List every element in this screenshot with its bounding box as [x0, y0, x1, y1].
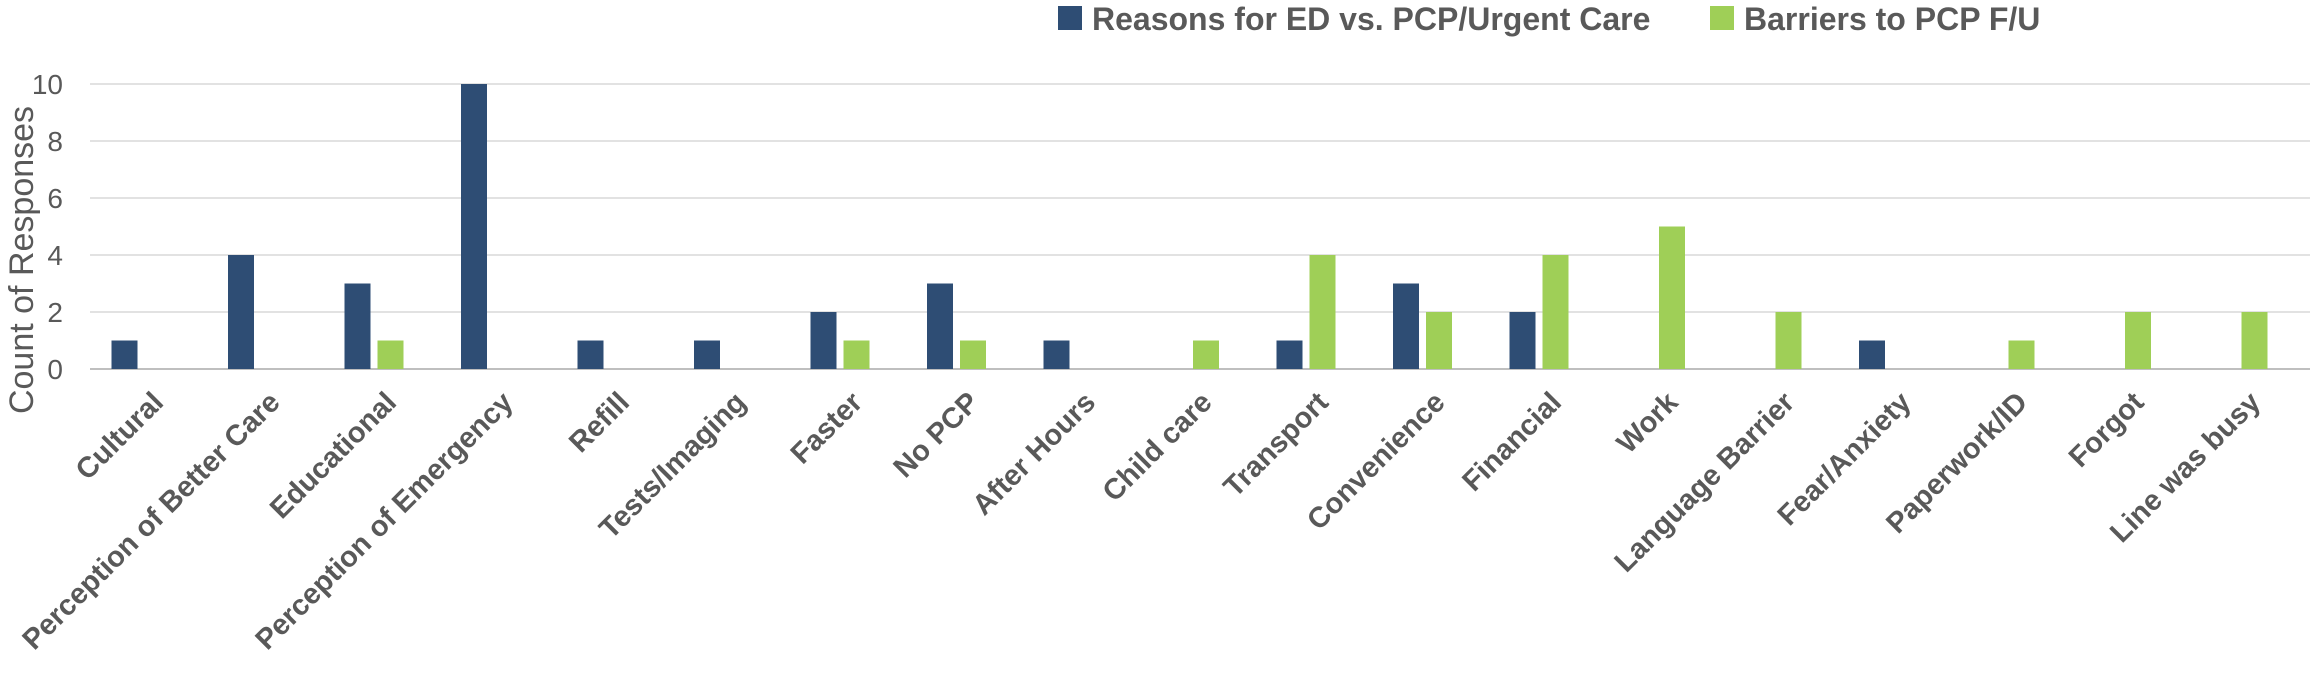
legend-swatch [1710, 6, 1734, 30]
bar [1043, 340, 1070, 369]
y-axis-title: Count of Responses [3, 106, 41, 414]
x-category-label: Forgot [2063, 386, 2151, 474]
x-category-label: No PCP [888, 386, 986, 484]
bar [1659, 226, 1685, 369]
bar [1542, 255, 1569, 369]
y-tick-label: 2 [47, 297, 63, 328]
bar [344, 283, 371, 369]
y-tick-label: 6 [47, 183, 63, 214]
bar [461, 84, 487, 369]
x-category-label: Transport [1218, 386, 1335, 503]
gridlines [90, 83, 2310, 370]
x-category-label: Child care [1097, 386, 1219, 508]
bar [1859, 340, 1885, 369]
y-axis-ticks: 0 2 4 6 8 10 [32, 69, 63, 385]
legend-swatch [1058, 6, 1082, 30]
bar [577, 340, 604, 369]
bar [1393, 283, 1419, 369]
bar [377, 340, 404, 369]
bar [1775, 312, 1802, 369]
bar [2241, 312, 2268, 369]
legend: Reasons for ED vs. PCP/Urgent Care Barrie… [1058, 1, 2040, 37]
bar [1426, 312, 1452, 369]
bar [111, 340, 138, 369]
legend-label: Reasons for ED vs. PCP/Urgent Care [1092, 1, 1650, 37]
bar [1193, 340, 1219, 369]
x-category-label: Cultural [70, 386, 170, 486]
x-category-label: Financial [1456, 386, 1568, 498]
bar [960, 340, 986, 369]
x-category-label: Faster [785, 386, 869, 470]
bar [2125, 312, 2151, 369]
bar [1509, 312, 1536, 369]
bar [1309, 255, 1336, 369]
y-tick-label: 0 [47, 354, 63, 385]
bar [694, 340, 720, 369]
bar [843, 340, 870, 369]
y-tick-label: 4 [47, 240, 63, 271]
bar [810, 312, 837, 369]
bar [2008, 340, 2035, 369]
bar [228, 255, 254, 369]
y-tick-label: 10 [32, 69, 63, 100]
x-category-label: After Hours [967, 386, 1102, 521]
legend-label: Barriers to PCP F/U [1744, 1, 2040, 37]
bars [111, 84, 2268, 369]
bar [927, 283, 953, 369]
bar [1276, 340, 1303, 369]
y-tick-label: 8 [47, 126, 63, 157]
x-category-label: Refill [563, 386, 636, 459]
x-category-label: Work [1611, 386, 1685, 460]
